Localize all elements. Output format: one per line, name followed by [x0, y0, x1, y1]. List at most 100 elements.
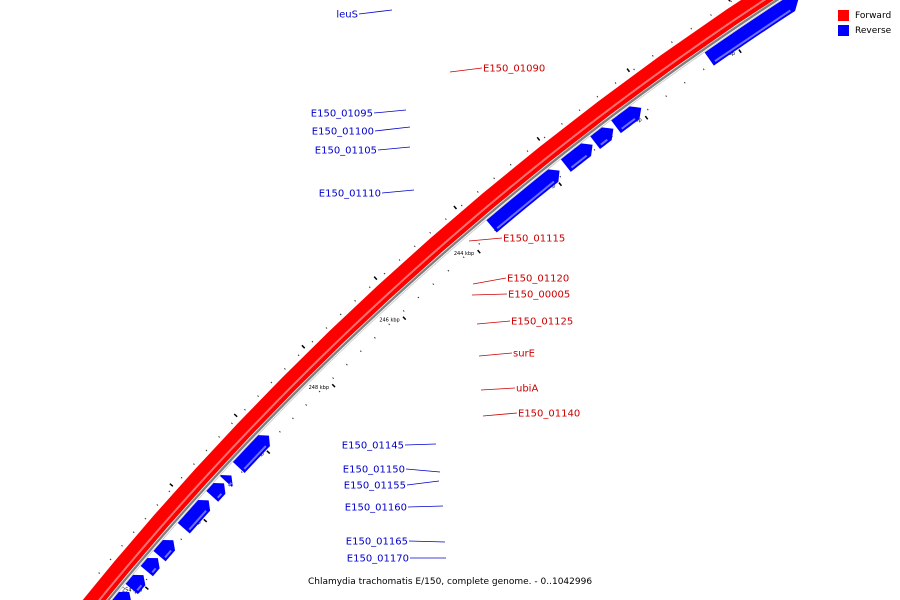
reverse-gene-highlight [496, 180, 555, 229]
minor-tick [292, 417, 294, 420]
minor-tick [318, 390, 321, 393]
minor-tick [702, 68, 705, 71]
major-tick-outer [169, 483, 174, 487]
reverse-gene-arrow [590, 127, 614, 150]
minor-tick-outer [121, 544, 123, 547]
reverse-gene-arrow [611, 106, 642, 134]
minor-tick [240, 471, 243, 473]
reverse-gene-highlight [243, 445, 267, 470]
minor-tick-outer [413, 245, 416, 248]
minor-tick-outer [325, 327, 328, 329]
major-tick-outer [536, 136, 541, 141]
minor-tick [374, 336, 376, 339]
gene-label-reverse: E150_01165 [346, 537, 408, 548]
minor-tick-outer [109, 558, 112, 561]
reverse-gene-arrow [232, 435, 270, 473]
reverse-gene-arrow [153, 539, 176, 562]
gene-connector-forward [482, 412, 518, 417]
reverse-gene-arrow [125, 574, 146, 595]
gene-label-forward: E150_01115 [503, 234, 565, 245]
minor-tick-outer [205, 449, 208, 452]
minor-tick-outer [257, 395, 259, 397]
reverse-gene-highlight [621, 118, 636, 130]
major-tick-outer [728, 0, 731, 2]
reverse-gene-arrow [177, 500, 211, 534]
minor-tick-outer [284, 367, 286, 370]
minor-tick [417, 296, 420, 299]
reverse-gene-highlight [164, 549, 172, 559]
minor-tick-outer [98, 572, 101, 574]
minor-tick-outer [476, 191, 479, 193]
major-tick [203, 518, 208, 523]
minor-tick-outer [509, 163, 512, 166]
minor-tick [388, 323, 391, 326]
gene-connector-forward [476, 320, 511, 325]
backbone-line [106, 0, 780, 600]
tick-label: 248 kbp [309, 385, 329, 391]
legend-item-reverse: Reverse [838, 23, 891, 38]
tick-label: 246 kbp [379, 318, 399, 324]
major-tick [331, 383, 336, 388]
minor-tick-outer [429, 231, 432, 234]
minor-tick-outer [311, 340, 314, 343]
gene-connector-forward [478, 352, 513, 357]
minor-tick-outer [614, 82, 617, 84]
gene-connector-reverse [408, 540, 446, 543]
minor-tick-outer [297, 354, 300, 357]
major-tick-outer [301, 344, 306, 349]
gene-label-forward: surE [513, 349, 535, 360]
legend-item-forward: Forward [838, 8, 891, 23]
minor-tick-outer [354, 299, 356, 302]
reverse-gene-arrow [486, 169, 560, 233]
tick-label: 254 kbp [122, 587, 142, 593]
minor-tick-outer [651, 54, 654, 57]
gene-label-reverse: leuS [336, 10, 358, 21]
major-tick [402, 316, 407, 321]
forward-band-highlight [98, 0, 767, 600]
minor-tick-outer [398, 259, 401, 261]
minor-tick [278, 430, 281, 433]
legend-label-forward: Forward [855, 10, 892, 21]
legend-label-reverse: Reverse [855, 25, 892, 36]
reverse-gene-highlight [217, 493, 223, 499]
gene-label-forward: E150_01140 [518, 409, 580, 420]
gene-connector-forward [472, 277, 507, 285]
tick-label: 244 kbp [454, 251, 474, 257]
gene-connector-reverse [406, 480, 440, 486]
gene-label-reverse: E150_01095 [311, 109, 373, 120]
minor-tick-outer [596, 95, 599, 98]
minor-tick-outer [383, 272, 386, 275]
minor-tick-outer [218, 436, 220, 438]
minor-tick-outer [543, 136, 546, 139]
minor-tick [432, 283, 435, 285]
minor-tick [593, 148, 596, 151]
minor-tick-outer [180, 476, 183, 479]
gene-connector-reverse [407, 505, 444, 508]
reverse-gene-highlight [188, 510, 207, 531]
reverse-gene-arrow [112, 591, 131, 600]
minor-tick [494, 229, 496, 232]
gene-connector-forward [480, 387, 516, 391]
minor-tick [447, 269, 450, 272]
gene-connector-reverse [358, 9, 393, 15]
minor-tick [646, 108, 649, 111]
gene-connector-reverse [404, 443, 437, 446]
minor-tick-outer [156, 504, 159, 506]
reverse-gene-highlight [136, 584, 143, 591]
gene-label-forward: E150_00005 [508, 290, 570, 301]
major-tick [477, 249, 481, 254]
minor-tick-outer [671, 41, 673, 44]
minor-tick-outer [710, 14, 712, 16]
minor-tick-outer [193, 463, 195, 466]
minor-tick [180, 538, 183, 541]
major-tick-outer [453, 205, 458, 210]
gene-connector-forward [468, 237, 503, 242]
gene-label-reverse: E150_01170 [347, 554, 409, 565]
minor-tick-outer [368, 286, 371, 289]
gene-label-forward: E150_01090 [483, 64, 545, 75]
gene-label-reverse: E150_01110 [319, 189, 381, 200]
label-layer: E150_01090 E150_01115 E150_01120 E150_00005… [311, 10, 580, 565]
major-tick-outer [373, 276, 378, 281]
minor-tick-outer [526, 150, 529, 152]
